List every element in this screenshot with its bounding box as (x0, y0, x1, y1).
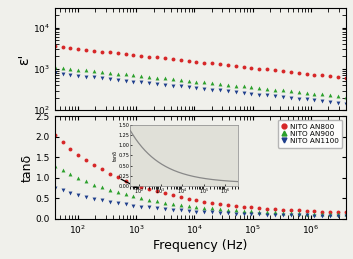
X-axis label: Frequency (Hz): Frequency (Hz) (153, 239, 247, 252)
Legend: NITO AN800, NITO AN900, NITO AN1100: NITO AN800, NITO AN900, NITO AN1100 (277, 120, 342, 148)
Y-axis label: tanδ: tanδ (21, 154, 34, 182)
Y-axis label: ε': ε' (17, 53, 31, 65)
